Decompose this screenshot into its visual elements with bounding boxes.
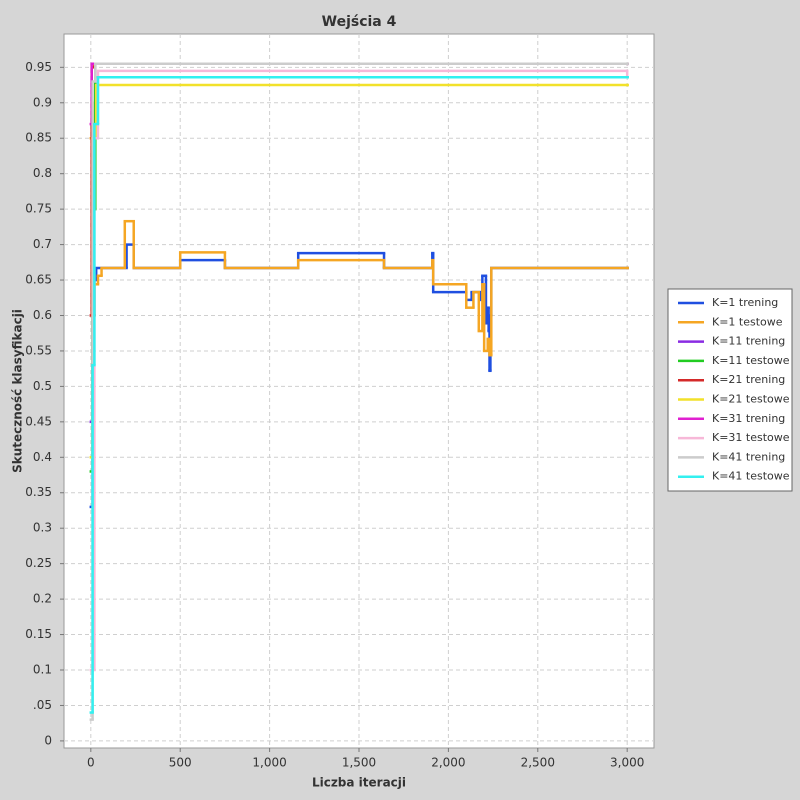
y-tick-label: 0.6 bbox=[33, 308, 52, 322]
y-tick-label: 0.55 bbox=[25, 343, 52, 357]
legend-label: K=1 trening bbox=[712, 296, 778, 309]
x-tick-label: 0 bbox=[87, 756, 95, 770]
y-axis-label: Skuteczność klasyfikacji bbox=[11, 309, 25, 473]
x-tick-label: 2,500 bbox=[521, 756, 555, 770]
x-tick-label: 2,000 bbox=[431, 756, 465, 770]
y-tick-label: 0.7 bbox=[33, 237, 52, 251]
y-tick-label: 0.65 bbox=[25, 273, 52, 287]
y-tick-label: 0.75 bbox=[25, 202, 52, 216]
y-tick-label: 0 bbox=[44, 733, 52, 747]
legend-label: K=31 testowe bbox=[712, 431, 790, 444]
x-axis-label: Liczba iteracji bbox=[312, 776, 406, 790]
legend-label: K=11 trening bbox=[712, 335, 785, 348]
y-tick-label: 0.8 bbox=[33, 166, 52, 180]
chart-title: Wejścia 4 bbox=[322, 14, 397, 30]
x-tick-label: 3,000 bbox=[610, 756, 644, 770]
y-tick-label: 0.3 bbox=[33, 521, 52, 535]
y-tick-label: 0.85 bbox=[25, 131, 52, 145]
y-tick-label: 0.45 bbox=[25, 414, 52, 428]
legend-label: K=31 trening bbox=[712, 412, 785, 425]
y-tick-label: 0.35 bbox=[25, 485, 52, 499]
y-tick-label: .05 bbox=[33, 698, 52, 712]
x-tick-label: 500 bbox=[169, 756, 192, 770]
legend-label: K=41 trening bbox=[712, 450, 785, 463]
legend-label: K=21 testowe bbox=[712, 393, 790, 406]
y-tick-label: 0.1 bbox=[33, 663, 52, 677]
x-tick-label: 1,500 bbox=[342, 756, 376, 770]
legend-label: K=1 testowe bbox=[712, 315, 783, 328]
y-tick-label: 0.9 bbox=[33, 95, 52, 109]
y-tick-label: 0.15 bbox=[25, 627, 52, 641]
y-tick-label: 0.25 bbox=[25, 556, 52, 570]
x-tick-label: 1,000 bbox=[252, 756, 286, 770]
legend-label: K=41 testowe bbox=[712, 470, 790, 483]
y-tick-label: 0.95 bbox=[25, 60, 52, 74]
legend-label: K=21 trening bbox=[712, 373, 785, 386]
y-tick-label: 0.4 bbox=[33, 450, 52, 464]
y-tick-label: 0.5 bbox=[33, 379, 52, 393]
legend-label: K=11 testowe bbox=[712, 354, 790, 367]
y-tick-label: 0.2 bbox=[33, 592, 52, 606]
